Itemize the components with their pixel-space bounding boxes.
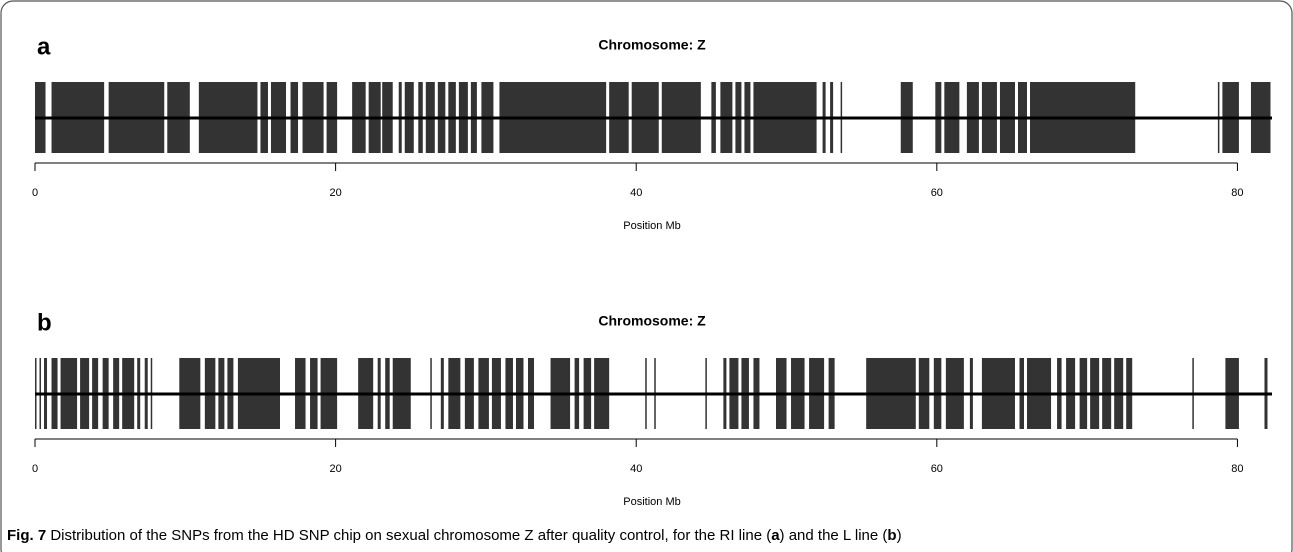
x-tick-label: 0	[32, 463, 38, 475]
x-tick-label: 20	[329, 463, 341, 475]
chart-title: Chromosome: Z	[598, 313, 706, 329]
caption-text: ) and the L line (	[780, 527, 888, 544]
x-axis-label: Position Mb	[623, 496, 680, 508]
caption-text: a	[771, 527, 780, 544]
x-tick-label: 60	[931, 187, 943, 199]
x-tick-label: 80	[1231, 463, 1243, 475]
x-tick-label: 0	[32, 187, 38, 199]
panel-label: b	[37, 309, 52, 336]
chart-title: Chromosome: Z	[598, 37, 706, 53]
x-tick-label: 20	[329, 187, 341, 199]
caption-text: )	[897, 527, 902, 544]
caption: Fig. 7 Distribution of the SNPs from the…	[7, 527, 902, 544]
caption-label: Fig. 7	[7, 527, 46, 544]
x-tick-label: 40	[630, 187, 642, 199]
caption-text: b	[887, 527, 896, 544]
x-tick-label: 40	[630, 463, 642, 475]
x-tick-label: 60	[931, 463, 943, 475]
panel-label: a	[37, 33, 51, 60]
x-axis-label: Position Mb	[623, 220, 680, 232]
x-tick-label: 80	[1231, 187, 1243, 199]
caption-text: Distribution of the SNPs from the HD SNP…	[46, 527, 771, 544]
